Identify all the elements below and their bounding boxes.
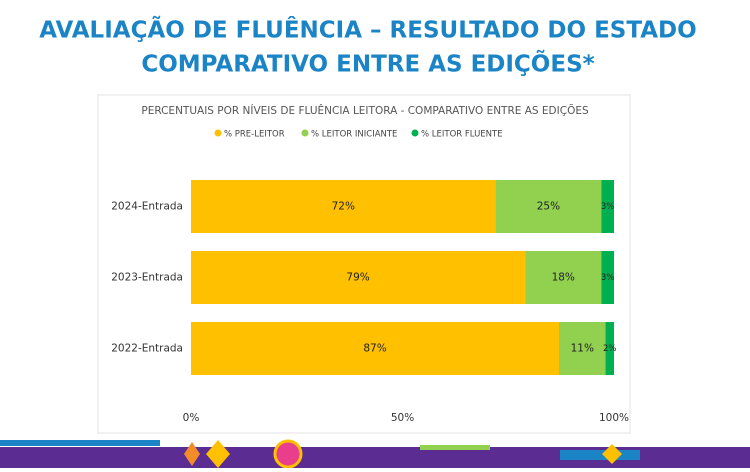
value-label: 72% [332, 201, 355, 213]
decor-strip [0, 439, 750, 469]
bar-segment [605, 322, 614, 375]
decor-band [420, 445, 490, 450]
value-label: 79% [346, 272, 369, 284]
chart-title: PERCENTUAIS POR NÍVEIS DE FLUÊNCIA LEITO… [141, 104, 589, 117]
value-label: 87% [363, 343, 386, 355]
value-label: 25% [537, 201, 560, 213]
y-tick-label: 2022-Entrada [111, 343, 183, 355]
decor-band [560, 450, 640, 460]
bar-segment [191, 251, 526, 304]
bar-segment [601, 251, 614, 304]
bar-segment [601, 180, 614, 233]
value-label: 18% [552, 272, 575, 284]
value-label: 11% [571, 343, 594, 355]
decor-circle [273, 439, 303, 469]
y-tick-label: 2023-Entrada [111, 272, 183, 284]
decor-diamond [184, 442, 200, 466]
bar-segment [559, 322, 606, 375]
legend-label: % LEITOR INICIANTE [311, 130, 397, 140]
legend-label: % PRE-LEITOR [224, 130, 285, 140]
value-label: 3% [601, 273, 615, 283]
legend-swatch [411, 129, 419, 137]
legend-label: % LEITOR FLUENTE [421, 130, 503, 140]
bar-segment [495, 180, 602, 233]
slide-title: AVALIAÇÃO DE FLUÊNCIA – RESULTADO DO EST… [39, 16, 696, 44]
bar-segment [191, 180, 496, 233]
legend-swatch [214, 129, 222, 137]
x-tick-label: 100% [599, 412, 629, 424]
legend-swatch [301, 129, 309, 137]
decor-band [0, 440, 160, 446]
x-tick-label: 50% [391, 412, 414, 424]
value-label: 3% [601, 202, 615, 212]
decor-diamond [602, 444, 622, 464]
x-tick-label: 0% [183, 412, 200, 424]
bar-segment [191, 322, 560, 375]
decor-diamond [206, 440, 230, 468]
bar-segment [525, 251, 602, 304]
y-tick-label: 2024-Entrada [111, 201, 183, 213]
value-label: 2% [603, 344, 617, 354]
slide-title: COMPARATIVO ENTRE AS EDIÇÕES* [141, 50, 594, 78]
